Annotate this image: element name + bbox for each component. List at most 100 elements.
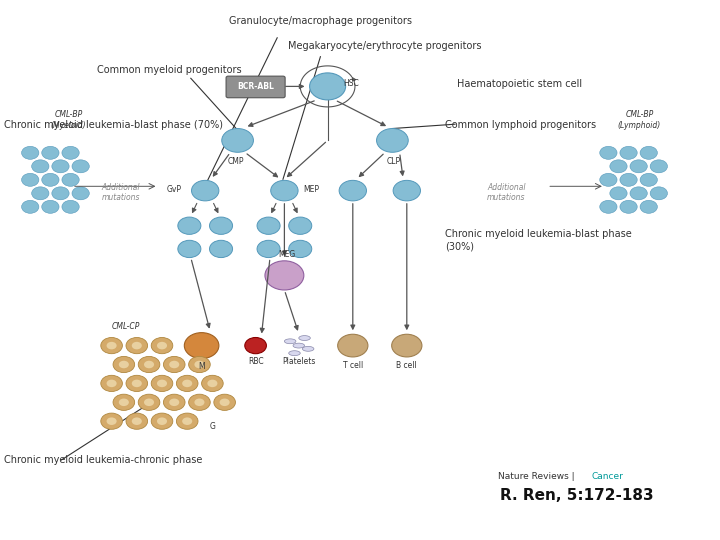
- Circle shape: [138, 356, 160, 373]
- Circle shape: [52, 160, 69, 173]
- Text: Chronic myeloid leukemia-chronic phase: Chronic myeloid leukemia-chronic phase: [4, 455, 202, 465]
- Circle shape: [650, 187, 667, 200]
- Circle shape: [107, 380, 117, 387]
- Circle shape: [600, 173, 617, 186]
- Circle shape: [257, 240, 280, 258]
- Text: Megakaryocyte/erythrocyte progenitors: Megakaryocyte/erythrocyte progenitors: [289, 41, 482, 51]
- Circle shape: [132, 342, 142, 349]
- Circle shape: [214, 394, 235, 410]
- Text: BCR-ABL: BCR-ABL: [237, 83, 274, 91]
- Text: G: G: [210, 422, 215, 431]
- Text: GvP: GvP: [166, 185, 181, 193]
- Ellipse shape: [302, 347, 314, 352]
- Circle shape: [289, 240, 312, 258]
- Text: R. Ren, 5:172-183: R. Ren, 5:172-183: [500, 488, 654, 503]
- Circle shape: [192, 180, 219, 201]
- Text: CML-CP: CML-CP: [112, 322, 140, 331]
- Text: CML-BP
(Myeloid): CML-BP (Myeloid): [50, 110, 86, 130]
- Circle shape: [393, 180, 420, 201]
- Circle shape: [144, 361, 154, 368]
- Circle shape: [620, 146, 637, 159]
- Text: MEP: MEP: [303, 185, 319, 193]
- Circle shape: [151, 375, 173, 391]
- Circle shape: [178, 217, 201, 234]
- Circle shape: [151, 413, 173, 429]
- Text: Additional
mutations: Additional mutations: [487, 183, 526, 202]
- Text: CMP: CMP: [228, 158, 244, 166]
- Circle shape: [210, 240, 233, 258]
- Circle shape: [620, 200, 637, 213]
- Text: B cell: B cell: [397, 361, 417, 369]
- Circle shape: [163, 356, 185, 373]
- Circle shape: [157, 342, 167, 349]
- Ellipse shape: [289, 351, 300, 356]
- Circle shape: [182, 417, 192, 425]
- Circle shape: [207, 380, 217, 387]
- Circle shape: [202, 375, 223, 391]
- Text: CLP: CLP: [387, 158, 401, 166]
- Circle shape: [42, 146, 59, 159]
- Circle shape: [72, 160, 89, 173]
- Circle shape: [392, 334, 422, 357]
- Circle shape: [157, 380, 167, 387]
- Circle shape: [126, 413, 148, 429]
- Circle shape: [610, 160, 627, 173]
- Circle shape: [113, 394, 135, 410]
- Circle shape: [163, 394, 185, 410]
- Circle shape: [630, 187, 647, 200]
- Circle shape: [176, 413, 198, 429]
- Text: Additional
mutations: Additional mutations: [102, 183, 140, 202]
- Ellipse shape: [284, 339, 296, 344]
- Circle shape: [265, 261, 304, 290]
- Circle shape: [220, 399, 230, 406]
- Circle shape: [245, 338, 266, 354]
- Circle shape: [310, 73, 346, 100]
- Circle shape: [184, 333, 219, 359]
- Circle shape: [151, 338, 173, 354]
- Circle shape: [257, 217, 280, 234]
- Text: Common lymphoid progenitors: Common lymphoid progenitors: [445, 120, 596, 130]
- Circle shape: [126, 375, 148, 391]
- Circle shape: [176, 375, 198, 391]
- Circle shape: [600, 146, 617, 159]
- Circle shape: [650, 160, 667, 173]
- Circle shape: [62, 146, 79, 159]
- Text: M: M: [198, 362, 205, 371]
- Text: Chronic myeloid leukemia-blast phase (70%): Chronic myeloid leukemia-blast phase (70…: [4, 120, 222, 130]
- Text: Haematopoietic stem cell: Haematopoietic stem cell: [457, 79, 582, 89]
- Circle shape: [339, 180, 366, 201]
- Circle shape: [52, 187, 69, 200]
- Circle shape: [377, 129, 408, 152]
- Text: Cancer: Cancer: [592, 472, 624, 481]
- Circle shape: [113, 356, 135, 373]
- Circle shape: [144, 399, 154, 406]
- Circle shape: [22, 146, 39, 159]
- Circle shape: [72, 187, 89, 200]
- Circle shape: [178, 240, 201, 258]
- Circle shape: [194, 399, 204, 406]
- Circle shape: [119, 399, 129, 406]
- Circle shape: [169, 399, 179, 406]
- Ellipse shape: [293, 343, 305, 348]
- Circle shape: [640, 173, 657, 186]
- Circle shape: [210, 217, 233, 234]
- Circle shape: [132, 417, 142, 425]
- Circle shape: [42, 173, 59, 186]
- Circle shape: [169, 361, 179, 368]
- Text: Granulocyte/macrophage progenitors: Granulocyte/macrophage progenitors: [229, 16, 412, 25]
- FancyBboxPatch shape: [226, 76, 285, 98]
- Circle shape: [194, 361, 204, 368]
- Circle shape: [107, 342, 117, 349]
- Ellipse shape: [299, 335, 310, 341]
- Text: Chronic myeloid leukemia-blast phase
(30%): Chronic myeloid leukemia-blast phase (30…: [445, 230, 631, 251]
- Circle shape: [182, 380, 192, 387]
- Circle shape: [126, 338, 148, 354]
- Circle shape: [132, 380, 142, 387]
- Text: CML-BP
(Lymphoid): CML-BP (Lymphoid): [618, 110, 661, 130]
- Text: T cell: T cell: [343, 361, 363, 369]
- Text: HSC: HSC: [343, 79, 359, 88]
- Circle shape: [289, 217, 312, 234]
- Circle shape: [222, 129, 253, 152]
- Circle shape: [101, 375, 122, 391]
- Circle shape: [640, 146, 657, 159]
